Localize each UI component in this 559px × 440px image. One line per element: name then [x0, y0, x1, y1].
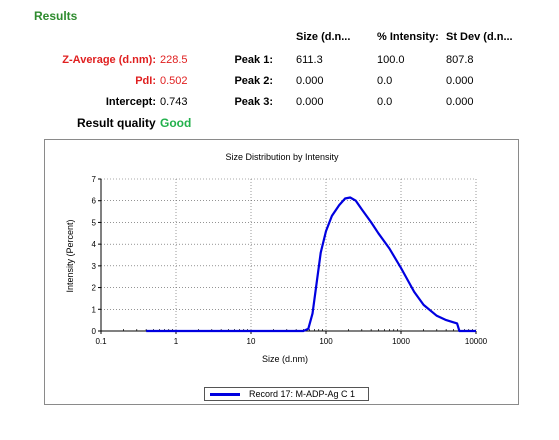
grid [101, 178, 477, 331]
series-line [146, 196, 476, 333]
y-tick-label: 3 [92, 262, 97, 271]
chart-title: Size Distribution by Intensity [225, 152, 339, 162]
series [146, 196, 476, 333]
header-size: Size (d.n... [296, 31, 351, 43]
peak-3-intensity: 0.0 [377, 96, 393, 108]
y-tick-label: 6 [92, 197, 97, 206]
y-tick-label: 4 [92, 240, 97, 249]
y-tick-label: 5 [92, 218, 97, 227]
intercept-label: Intercept: [105, 96, 156, 108]
peak-1-stdev: 807.8 [446, 54, 474, 66]
peak-3-size: 0.000 [296, 96, 324, 108]
z-average-value: 228.5 [160, 54, 188, 66]
x-tick-label: 100 [319, 337, 333, 346]
x-tick-label: 1000 [392, 337, 410, 346]
x-tick-label: 1 [174, 337, 179, 346]
y-axis-label: Intensity (Percent) [65, 219, 75, 292]
x-axis-label: Size (d.nm) [262, 354, 308, 364]
peak-2-intensity: 0.0 [377, 75, 393, 87]
peak-2-stdev: 0.000 [446, 75, 474, 87]
peak-1-size: 611.3 [296, 54, 323, 66]
peak-1-intensity: 100.0 [377, 54, 405, 66]
tick-labels: 0.1 1 10 100 1000 10000 0 1 2 3 4 5 6 7 [92, 175, 488, 346]
size-distribution-chart: Size Distribution by Intensity Size (d.n… [44, 139, 519, 405]
intercept-value: 0.743 [160, 96, 188, 108]
header-stdev: St Dev (d.n... [446, 31, 513, 43]
pdi-label: PdI: [135, 75, 156, 87]
chart-svg: Size Distribution by Intensity Size (d.n… [65, 152, 488, 364]
peak-1-label: Peak 1: [234, 54, 273, 66]
results-title: Results [34, 9, 78, 23]
peak-3-label: Peak 3: [234, 96, 273, 108]
axes [98, 178, 477, 334]
y-tick-label: 2 [92, 284, 97, 293]
result-quality-value: Good [160, 116, 192, 130]
y-tick-label: 0 [92, 327, 97, 336]
y-tick-label: 7 [92, 175, 97, 184]
x-tick-label: 10000 [465, 337, 488, 346]
y-tick-label: 1 [92, 305, 97, 314]
legend-label: Record 17: M-ADP-Ag C 1 [249, 389, 356, 399]
peak-2-label: Peak 2: [234, 75, 273, 87]
pdi-value: 0.502 [160, 75, 188, 87]
x-tick-label: 10 [247, 337, 256, 346]
header-intensity: % Intensity: [377, 31, 439, 43]
legend: Record 17: M-ADP-Ag C 1 [204, 387, 369, 401]
peak-2-size: 0.000 [296, 75, 324, 87]
z-average-label: Z-Average (d.nm): [62, 54, 156, 66]
x-tick-label: 0.1 [95, 337, 107, 346]
peak-3-stdev: 0.000 [446, 96, 474, 108]
legend-swatch [210, 393, 240, 396]
result-quality-label: Result quality [77, 116, 156, 130]
